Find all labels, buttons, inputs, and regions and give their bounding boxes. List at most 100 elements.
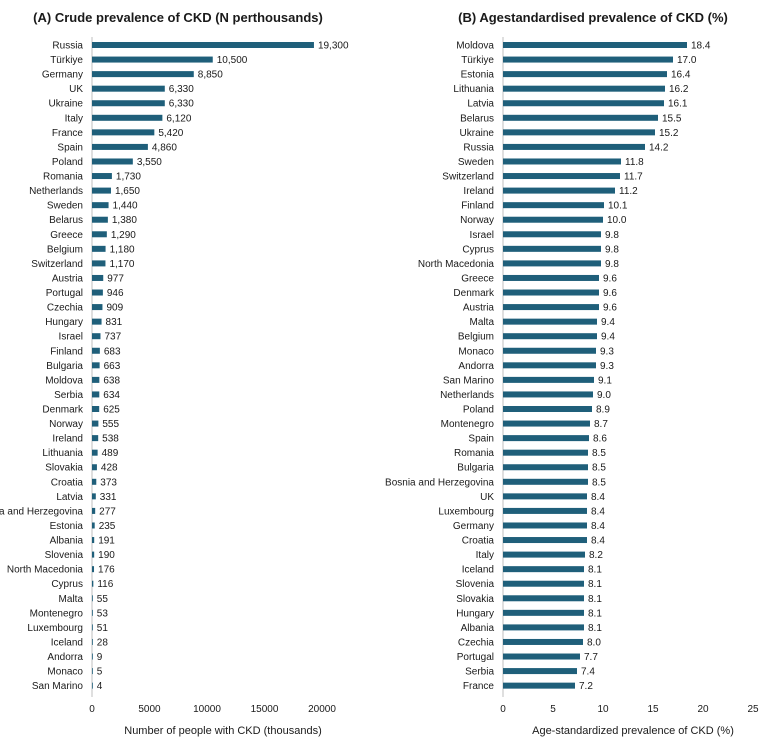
chart-a-bar bbox=[92, 507, 96, 514]
chart-a-category-label: Romania bbox=[43, 172, 83, 183]
chart-b-bar bbox=[503, 391, 593, 398]
chart-a-category-label: Albania bbox=[50, 536, 84, 547]
chart-b-data-label: 8.4 bbox=[591, 536, 605, 547]
chart-a-data-label: 1,730 bbox=[116, 172, 141, 183]
chart-b-category-label: Slovenia bbox=[456, 579, 495, 590]
chart-a-bar bbox=[92, 653, 93, 660]
chart-b-data-label: 8.1 bbox=[588, 594, 602, 605]
chart-b-category-label: Ireland bbox=[463, 186, 494, 197]
chart-b-category-label: Italy bbox=[476, 550, 494, 561]
chart-b-category-label: Slovakia bbox=[456, 594, 494, 605]
chart-a-bar bbox=[92, 435, 99, 442]
chart-a-category-label: Spain bbox=[57, 142, 83, 153]
chart-b-category-label: Cyprus bbox=[462, 244, 494, 255]
chart-a-category-label: Bulgaria bbox=[46, 361, 83, 372]
chart-b-bar bbox=[503, 595, 584, 602]
chart-a-category-label: Norway bbox=[49, 419, 83, 430]
chart-b-bar bbox=[503, 493, 587, 500]
chart-b-bar bbox=[503, 187, 615, 194]
chart-b-category-label: Lithuania bbox=[453, 84, 494, 95]
chart-a-category-label: Ukraine bbox=[49, 99, 84, 110]
chart-a-data-label: 235 bbox=[99, 521, 116, 532]
chart-b-data-label: 8.5 bbox=[592, 463, 606, 474]
chart-a-data-label: 638 bbox=[103, 375, 120, 386]
chart-b-bar bbox=[503, 42, 687, 48]
chart-a-x-tick-label: 5000 bbox=[138, 704, 161, 715]
chart-a-bar bbox=[92, 42, 314, 48]
chart-a-x-tick-label: 20000 bbox=[308, 704, 336, 715]
chart-b-category-label: Montenegro bbox=[441, 419, 495, 430]
chart-a-category-label: Russia bbox=[52, 41, 83, 52]
chart-b-bar bbox=[503, 668, 577, 675]
chart-a-data-label: 625 bbox=[103, 405, 120, 416]
chart-b-x-tick-label: 15 bbox=[647, 704, 659, 715]
chart-a-data-label: 3,550 bbox=[137, 157, 162, 168]
chart-a-category-label: North Macedonia bbox=[7, 565, 84, 576]
chart-b-data-label: 8.4 bbox=[591, 521, 605, 532]
chart-b-bar bbox=[503, 551, 585, 558]
chart-b-data-label: 14.2 bbox=[649, 142, 669, 153]
chart-b-category-label: Albania bbox=[461, 623, 495, 634]
chart-a-data-label: 1,650 bbox=[115, 186, 140, 197]
chart-b-bar bbox=[503, 173, 620, 180]
chart-a-x-tick-label: 15000 bbox=[251, 704, 279, 715]
chart-b-data-label: 18.4 bbox=[691, 41, 711, 52]
chart-a-category-label: Ireland bbox=[52, 434, 83, 445]
chart-a-category-label: Poland bbox=[52, 157, 83, 168]
chart-b-data-label: 9.6 bbox=[603, 288, 617, 299]
chart-b-bar bbox=[503, 464, 588, 471]
chart-a-data-label: 1,170 bbox=[109, 259, 134, 270]
chart-a-data-label: 116 bbox=[97, 579, 113, 590]
chart-b-data-label: 8.1 bbox=[588, 608, 602, 619]
chart-a-data-label: 1,290 bbox=[111, 230, 136, 241]
chart-b-x-tick-label: 20 bbox=[697, 704, 709, 715]
chart-b-data-label: 8.6 bbox=[593, 434, 607, 445]
chart-a-data-label: 946 bbox=[107, 288, 124, 299]
chart-a-data-label: 428 bbox=[101, 463, 118, 474]
chart-a-category-label: Belgium bbox=[47, 244, 83, 255]
chart-b-bar bbox=[503, 129, 655, 136]
chart-b-category-label: Bulgaria bbox=[457, 463, 494, 474]
chart-a-data-label: 53 bbox=[97, 608, 109, 619]
chart-b-bar bbox=[503, 202, 604, 209]
chart-a-data-label: 909 bbox=[106, 303, 123, 314]
chart-b-data-label: 8.1 bbox=[588, 565, 602, 576]
chart-a-data-label: 555 bbox=[102, 419, 119, 430]
chart-b-data-label: 8.5 bbox=[592, 477, 606, 488]
chart-b-data-label: 9.0 bbox=[597, 390, 611, 401]
chart-a-bar bbox=[92, 638, 93, 645]
chart-b-bar bbox=[503, 56, 673, 63]
chart-a-x-tick-label: 0 bbox=[89, 704, 95, 715]
chart-b-bar bbox=[503, 143, 645, 150]
chart-b-data-label: 8.9 bbox=[596, 405, 610, 416]
chart-b-data-label: 9.8 bbox=[605, 244, 619, 255]
chart-b-data-label: 9.1 bbox=[598, 375, 612, 386]
chart-b-category-label: San Marino bbox=[443, 375, 495, 386]
chart-a-bar bbox=[92, 406, 100, 412]
chart-a-category-label: France bbox=[52, 128, 84, 139]
chart-a-data-label: 28 bbox=[97, 637, 109, 648]
chart-b-data-label: 15.2 bbox=[659, 128, 679, 139]
chart-b-category-label: Netherlands bbox=[440, 390, 494, 401]
chart-a-category-label: Luxembourg bbox=[27, 623, 83, 634]
chart-b-category-label: Croatia bbox=[462, 536, 495, 547]
chart-a-bar bbox=[92, 478, 97, 485]
chart-b-bar bbox=[503, 274, 599, 281]
chart-b-bar bbox=[503, 231, 601, 238]
chart-a-bar bbox=[92, 682, 93, 689]
chart-a-category-label: Portugal bbox=[46, 288, 83, 299]
chart-a-category-label: Finland bbox=[50, 346, 83, 357]
chart-a-category-label: Hungary bbox=[45, 317, 83, 328]
chart-a-category-label: Montenegro bbox=[30, 608, 84, 619]
chart-b-data-label: 8.1 bbox=[588, 579, 602, 590]
chart-a-bar bbox=[92, 114, 163, 121]
chart-a-category-label: Andorra bbox=[47, 652, 83, 663]
chart-b-category-label: Luxembourg bbox=[438, 506, 494, 517]
chart-b-category-label: France bbox=[463, 681, 495, 692]
chart-b-bar bbox=[503, 566, 584, 573]
chart-a-bar bbox=[92, 522, 95, 529]
chart-a-bar bbox=[92, 551, 95, 558]
chart-b-bar bbox=[503, 449, 588, 456]
chart-a-bar bbox=[92, 318, 102, 325]
